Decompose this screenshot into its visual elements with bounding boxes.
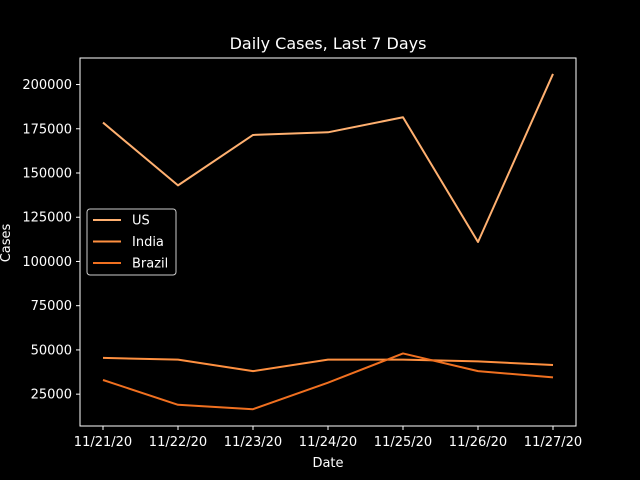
y-tick-label: 50000	[31, 343, 72, 358]
x-tick-label: 11/27/20	[524, 435, 582, 450]
x-tick-label: 11/25/20	[374, 435, 432, 450]
x-axis: 11/21/20 11/22/20 11/23/20 11/24/20 11/25/20…	[74, 426, 582, 450]
y-axis: 25000 50000 75000 100000 125000 150000 175000 2…	[22, 78, 80, 403]
series-line-india	[102, 356, 554, 373]
y-tick-label: 175000	[22, 122, 72, 137]
legend-label: India	[132, 235, 164, 250]
x-tick-label: 11/22/20	[149, 435, 207, 450]
legend-label: Brazil	[132, 257, 168, 272]
y-tick-label: 150000	[22, 167, 72, 182]
legend-box	[86, 208, 177, 276]
x-tick-label: 11/24/20	[299, 435, 357, 450]
y-tick-label: 200000	[22, 78, 72, 93]
x-tick-label: 11/23/20	[224, 435, 282, 450]
x-tick-label: 11/26/20	[449, 435, 507, 450]
y-axis-label: Cases	[0, 223, 14, 262]
chart-title: Daily Cases, Last 7 Days	[230, 34, 427, 53]
y-tick-label: 100000	[22, 255, 72, 270]
x-tick-label: 11/21/20	[74, 435, 132, 450]
x-axis-label: Date	[312, 456, 343, 471]
series-lines	[102, 73, 554, 411]
y-tick-label: 125000	[22, 211, 72, 226]
legend-label: US	[132, 214, 150, 229]
y-tick-label: 25000	[31, 388, 72, 403]
legend: US India Brazil	[86, 208, 177, 276]
y-tick-label: 75000	[31, 299, 72, 314]
